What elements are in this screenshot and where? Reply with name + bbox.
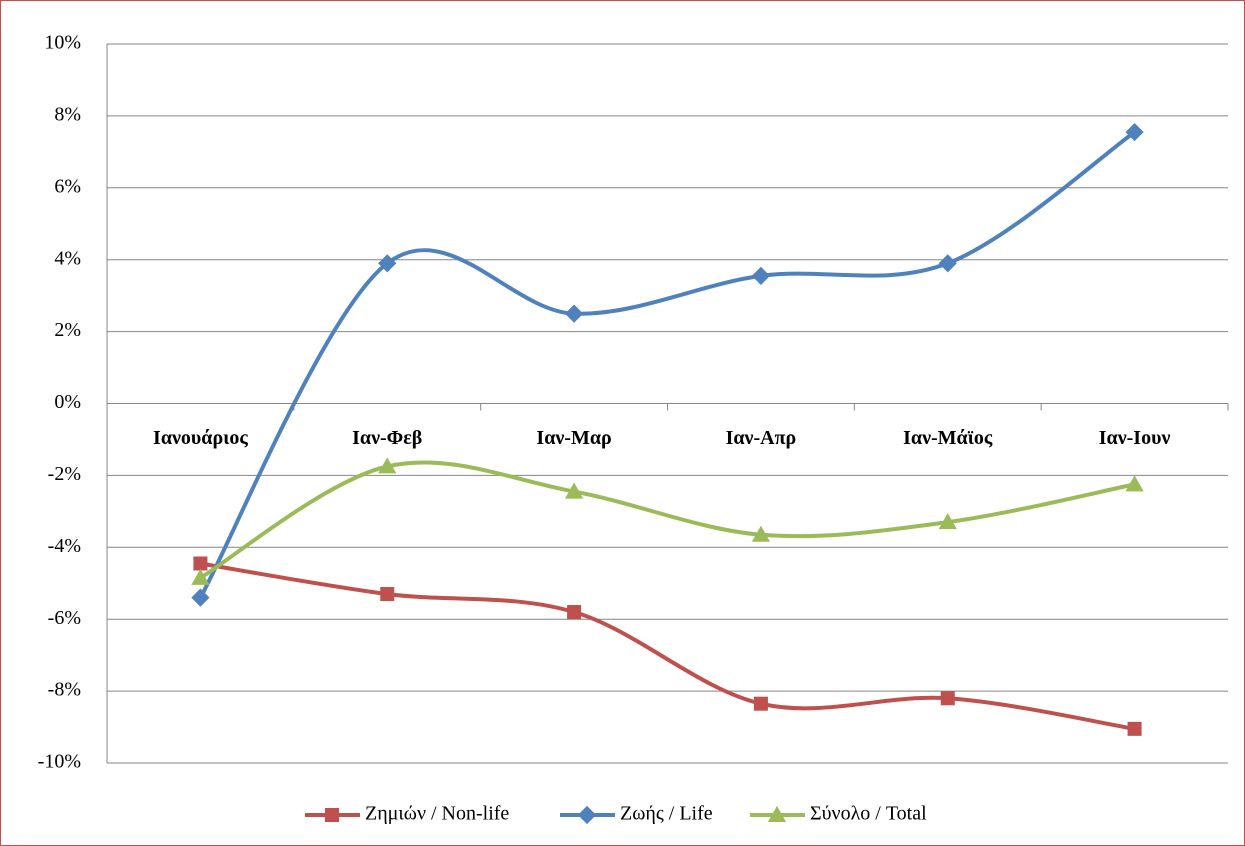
series-line [199, 460, 1135, 580]
marker [193, 556, 208, 571]
legend-marker [767, 805, 787, 822]
y-tick-label: -4% [48, 535, 81, 557]
series-line [200, 561, 1135, 731]
y-tick-label: 4% [54, 247, 81, 269]
marker [191, 588, 210, 607]
y-tick-label: -2% [48, 463, 81, 485]
x-tick-label: Ιαν-Φεβ [352, 427, 422, 449]
x-tick-label: Ιαν-Μαρ [536, 427, 611, 449]
marker [1125, 122, 1144, 142]
legend-label: Ζημιών / Non-life [365, 803, 509, 825]
x-tick-label: Ιαν-Μάϊος [903, 427, 993, 449]
marker [751, 525, 771, 542]
marker [940, 691, 955, 706]
y-tick-label: 8% [54, 103, 81, 125]
y-tick-label: -8% [48, 679, 81, 701]
x-tick-label: Ιανουάριος [153, 427, 248, 449]
marker [564, 482, 584, 499]
y-tick-label: 10% [44, 32, 81, 54]
marker [191, 568, 210, 585]
marker [751, 266, 771, 285]
legend-label: Ζωής / Life [620, 803, 713, 825]
marker [564, 304, 584, 323]
marker [378, 457, 397, 474]
legend-marker [577, 805, 597, 825]
marker [938, 254, 957, 273]
legend-label: Σύνολο / Total [810, 803, 927, 825]
y-tick-label: 6% [54, 175, 81, 197]
marker [938, 513, 957, 530]
y-tick-label: -10% [38, 751, 81, 773]
marker [380, 587, 395, 602]
marker [567, 605, 582, 620]
marker [1125, 475, 1144, 492]
x-tick-label: Ιαν-Ιουν [1099, 427, 1171, 449]
series-line [198, 130, 1136, 599]
marker [378, 254, 397, 273]
marker [1127, 721, 1142, 736]
x-tick-label: Ιαν-Απρ [726, 427, 797, 449]
y-tick-label: 0% [54, 391, 81, 413]
legend-marker [325, 808, 339, 822]
y-tick-label: -6% [48, 607, 81, 629]
y-tick-label: 2% [54, 319, 81, 341]
marker [753, 696, 768, 711]
